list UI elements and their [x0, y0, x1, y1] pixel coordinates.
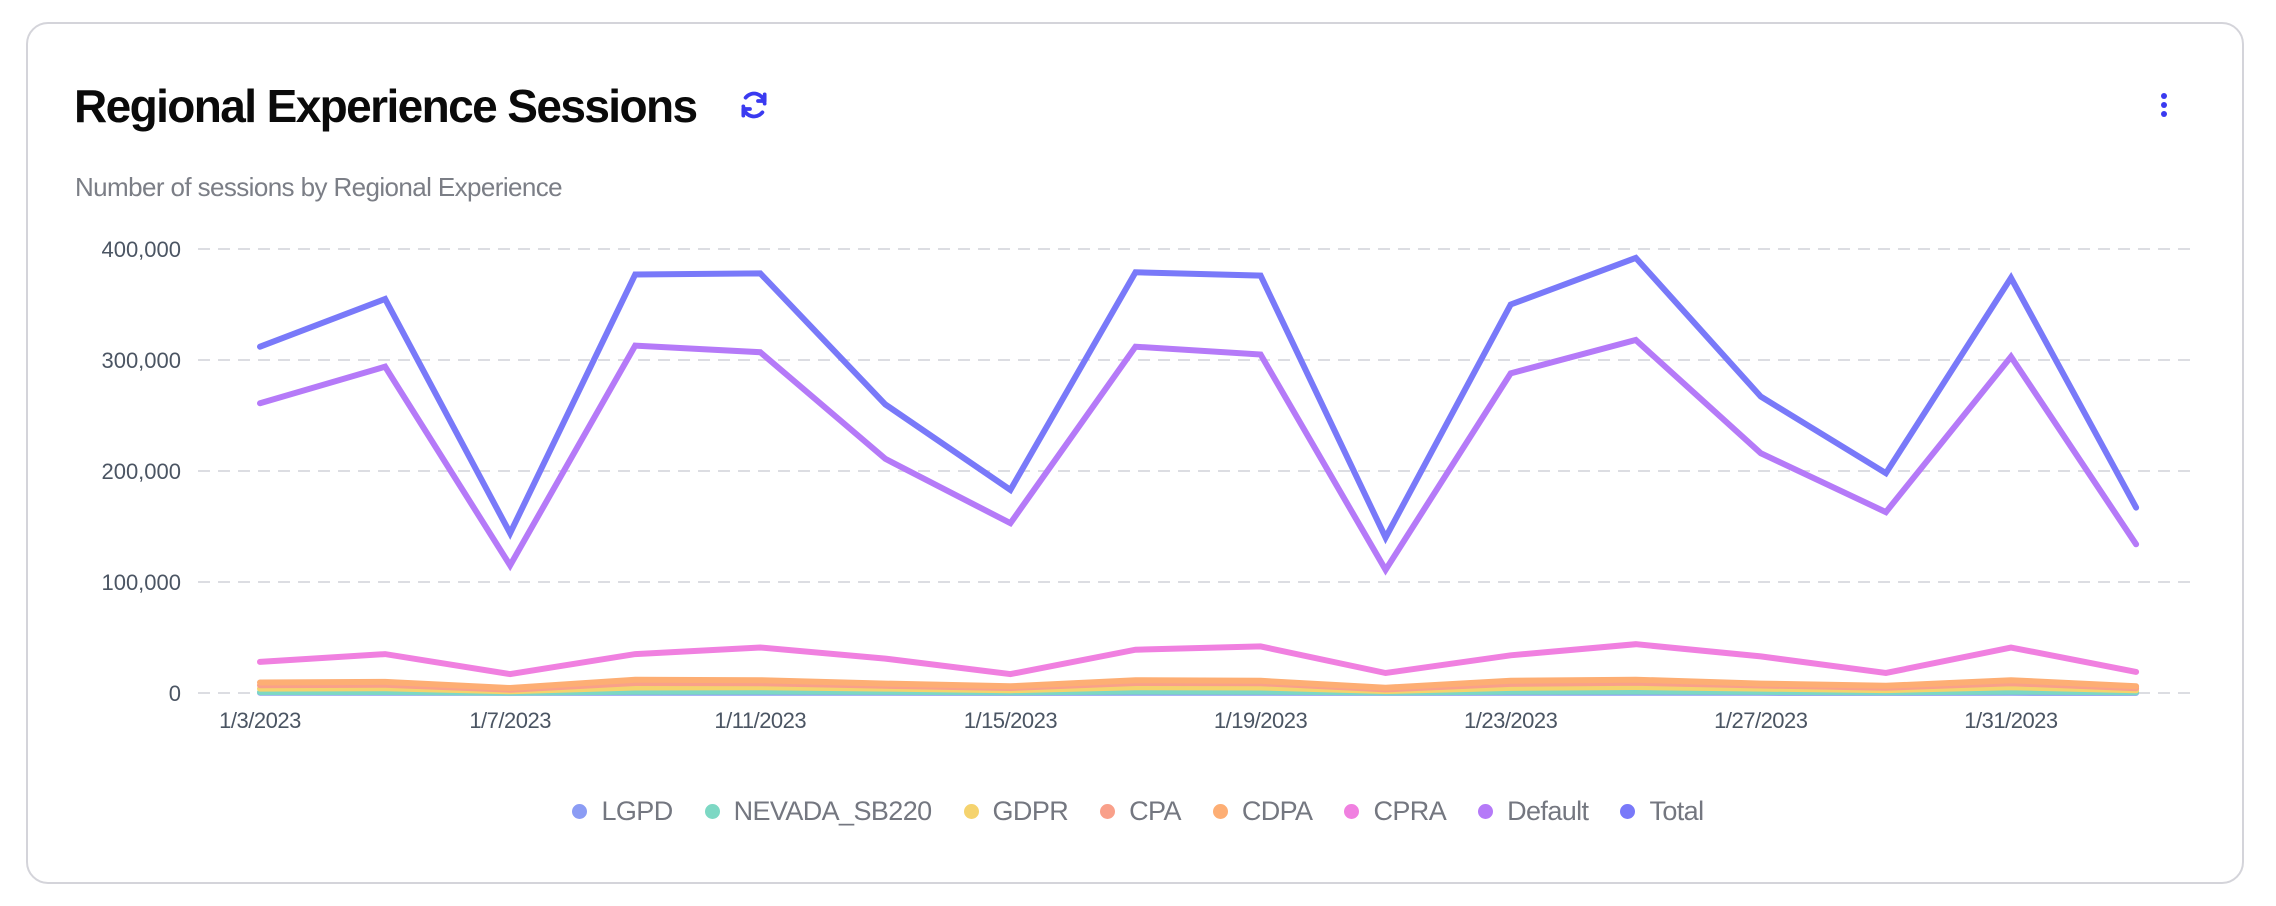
- x-tick-label: 1/15/2023: [964, 708, 1058, 733]
- legend-dot-icon: [1620, 804, 1636, 819]
- x-tick-label: 1/23/2023: [1464, 708, 1558, 733]
- x-axis: 1/3/2023 1/7/2023 1/11/2023 1/15/2023 1/19/2…: [219, 708, 2058, 733]
- y-tick-label: 300,000: [101, 348, 181, 373]
- chart-legend: LGPD NEVADA_SB220 GDPR CPA CDPA CPRA Default To…: [0, 796, 2276, 827]
- y-tick-label: 400,000: [101, 237, 181, 262]
- x-tick-label: 1/3/2023: [219, 708, 301, 733]
- legend-dot-icon: [572, 804, 588, 819]
- legend-item-nevada-sb220[interactable]: NEVADA_SB220: [704, 796, 933, 827]
- legend-dot-icon: [1100, 804, 1116, 819]
- y-tick-label: 200,000: [101, 459, 181, 484]
- legend-dot-icon: [704, 804, 720, 819]
- legend-label: LGPD: [601, 796, 673, 826]
- legend-label: Total: [1649, 796, 1704, 826]
- legend-label: GDPR: [992, 796, 1069, 826]
- x-tick-label: 1/7/2023: [469, 708, 551, 733]
- legend-label: CPA: [1129, 796, 1181, 826]
- legend-item-cpra[interactable]: CPRA: [1344, 796, 1447, 827]
- legend-label: NEVADA_SB220: [733, 796, 933, 826]
- legend-item-default[interactable]: Default: [1478, 796, 1589, 827]
- kebab-menu-icon: [2161, 93, 2167, 117]
- gridlines: [198, 248, 2197, 694]
- series-lines: [257, 254, 2140, 696]
- chart-title: Regional Experience Sessions: [74, 80, 698, 132]
- legend-item-cpa[interactable]: CPA: [1100, 796, 1181, 827]
- series-line-cdpa[interactable]: [257, 676, 2140, 692]
- legend-item-cdpa[interactable]: CDPA: [1212, 796, 1313, 827]
- series-line-cpra[interactable]: [257, 641, 2140, 678]
- x-tick-label: 1/19/2023: [1214, 708, 1308, 733]
- legend-item-gdpr[interactable]: GDPR: [963, 796, 1069, 827]
- more-options-button[interactable]: [2150, 86, 2178, 124]
- refresh-icon: [741, 91, 767, 119]
- x-tick-label: 1/31/2023: [1964, 708, 2058, 733]
- y-axis: 0 100,000 200,000 300,000 400,000: [101, 237, 181, 706]
- legend-item-lgpd[interactable]: LGPD: [572, 796, 673, 827]
- legend-label: Default: [1507, 796, 1589, 826]
- y-tick-label: 0: [169, 681, 181, 706]
- refresh-button[interactable]: [738, 89, 770, 121]
- x-tick-label: 1/27/2023: [1714, 708, 1808, 733]
- legend-item-total[interactable]: Total: [1620, 796, 1704, 827]
- legend-label: CDPA: [1241, 796, 1313, 826]
- legend-dot-icon: [963, 804, 979, 819]
- series-line-default[interactable]: [257, 336, 2140, 576]
- legend-dot-icon: [1212, 804, 1228, 819]
- chart-card: [26, 22, 2244, 884]
- chart-subtitle: Number of sessions by Regional Experienc…: [75, 172, 563, 202]
- legend-dot-icon: [1478, 804, 1494, 819]
- x-tick-label: 1/11/2023: [714, 708, 806, 733]
- legend-dot-icon: [1344, 804, 1360, 819]
- y-tick-label: 100,000: [101, 570, 181, 595]
- legend-label: CPRA: [1373, 796, 1447, 826]
- series-line-total[interactable]: [257, 254, 2140, 545]
